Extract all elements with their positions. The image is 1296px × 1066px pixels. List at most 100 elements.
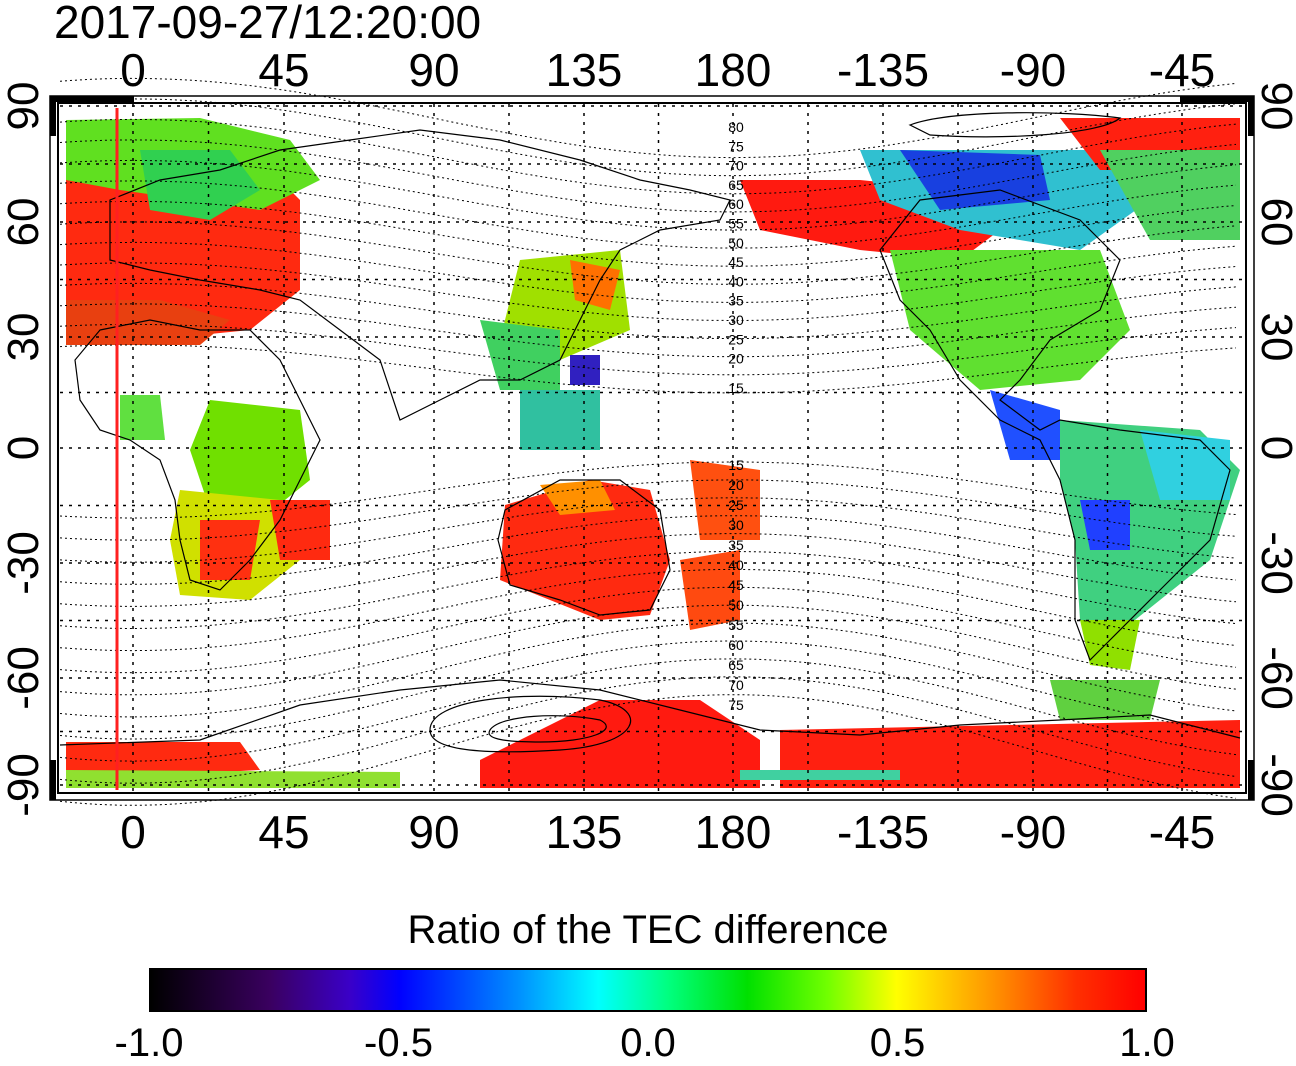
lon-tick-top: 135 xyxy=(546,44,623,96)
mlat-label-north: 15 xyxy=(728,380,744,396)
lat-tick-left: -60 xyxy=(0,646,48,710)
patch-africa-west xyxy=(120,395,165,440)
lat-tick-left: -90 xyxy=(0,753,48,817)
mlat-label-south: 40 xyxy=(728,557,744,573)
patch-antarctica-cyan xyxy=(740,770,900,780)
lon-tick-bottom: -135 xyxy=(837,806,929,858)
patch-scandinavia xyxy=(140,150,260,220)
patch-sea xyxy=(520,390,600,450)
lon-tick-bottom: -45 xyxy=(1149,806,1215,858)
colorbar-tick-label: 0.5 xyxy=(869,1021,926,1065)
mlat-label-south: 60 xyxy=(728,637,744,653)
lon-tick-top: 45 xyxy=(258,44,309,96)
mlat-labels: 80 75 70 65 60 55 50 45 40 35 30 25 20 15 15 20 25 30 35 40… xyxy=(728,119,744,713)
mlat-label-south: 35 xyxy=(728,537,744,553)
mlat-label-south: 30 xyxy=(728,517,744,533)
mlat-label-north: 60 xyxy=(728,196,744,212)
tec-data-patches xyxy=(66,118,1240,788)
magnetic-latitude-contours xyxy=(59,77,1237,806)
patch-greenland xyxy=(1100,150,1240,240)
lat-tick-right: -60 xyxy=(1252,646,1296,710)
patch-australia-north xyxy=(540,480,615,515)
lon-tick-top: -135 xyxy=(837,44,929,96)
lon-tick-bottom: 90 xyxy=(408,806,459,858)
patch-pacific-islands xyxy=(690,460,760,540)
patch-med xyxy=(66,300,230,345)
lat-tick-right: 60 xyxy=(1252,198,1296,247)
lon-tick-bottom: 180 xyxy=(695,806,772,858)
frame-bar-right-top xyxy=(1248,96,1254,136)
mlat-label-north: 25 xyxy=(728,331,744,347)
lat-tick-right: -90 xyxy=(1252,753,1296,817)
patch-antarctica-green xyxy=(1050,680,1160,720)
lon-tick-bottom: 0 xyxy=(120,806,146,858)
patch-central-america xyxy=(990,390,1060,460)
mlat-label-north: 65 xyxy=(728,177,744,193)
lat-tick-left: 60 xyxy=(0,198,48,247)
mlat-label-north: 45 xyxy=(728,254,744,270)
mlat-label-south: 75 xyxy=(728,697,744,713)
mlat-label-north: 35 xyxy=(728,293,744,309)
patch-madagascar xyxy=(270,500,330,560)
mlat-label-south: 70 xyxy=(728,677,744,693)
mlat-label-north: 30 xyxy=(728,312,744,328)
mlat-label-north: 75 xyxy=(728,138,744,154)
mlat-label-north: 70 xyxy=(728,158,744,174)
mlat-label-south: 25 xyxy=(728,497,744,513)
lat-tick-right: 30 xyxy=(1252,313,1296,362)
lon-tick-top: -90 xyxy=(1000,44,1066,96)
lon-tick-top: 180 xyxy=(695,44,772,96)
frame-bar-right-bot xyxy=(1248,760,1254,800)
lon-ticks-top: 0 45 90 135 180 -135 -90 -45 xyxy=(120,44,1215,96)
colorbar-tick-label: -0.5 xyxy=(364,1021,433,1065)
patch-japan-red xyxy=(570,260,620,310)
timestamp-title: 2017-09-27/12:20:00 xyxy=(54,0,482,48)
patch-philippines xyxy=(570,355,600,385)
mlat-label-north: 40 xyxy=(728,273,744,289)
lat-tick-left: 90 xyxy=(0,82,48,131)
patch-patagonia xyxy=(1080,620,1140,670)
patch-antarctica-east xyxy=(480,700,760,788)
lat-tick-right: 90 xyxy=(1252,82,1296,131)
map-outer-frame xyxy=(49,95,1255,801)
mlat-label-north: 80 xyxy=(728,119,744,135)
frame-bar-top-left xyxy=(50,96,134,102)
colorbar xyxy=(149,968,1147,1012)
patch-antarctica-band xyxy=(66,770,400,788)
tec-map: 0 45 90 135 180 -135 -90 -45 0 45 90 135 180 -135 -90… xyxy=(0,44,1296,858)
mlat-label-south: 20 xyxy=(728,477,744,493)
coastlines xyxy=(59,112,1241,753)
lat-ticks-left: 90 60 30 0 -30 -60 -90 xyxy=(0,82,48,817)
colorbar-tick-label: -1.0 xyxy=(114,1021,184,1065)
colorbar-tick-label: 1.0 xyxy=(1119,1021,1175,1065)
lat-tick-left: 30 xyxy=(0,313,48,362)
lon-tick-bottom: -90 xyxy=(1000,806,1066,858)
lat-tick-right: 0 xyxy=(1252,436,1296,460)
lon-ticks-bottom: 0 45 90 135 180 -135 -90 -45 xyxy=(120,806,1215,858)
lat-lon-grid xyxy=(60,104,1244,792)
mlat-label-south: 65 xyxy=(728,657,744,673)
lat-tick-right: -30 xyxy=(1252,531,1296,595)
mlat-label-north: 50 xyxy=(728,235,744,251)
lon-tick-top: -45 xyxy=(1149,44,1215,96)
lat-tick-left: 0 xyxy=(0,436,48,460)
patch-australia xyxy=(500,480,670,620)
lon-tick-bottom: 135 xyxy=(546,806,623,858)
mlat-label-north: 55 xyxy=(728,216,744,232)
frame-bar-left-top xyxy=(50,96,56,136)
colorbar-tick-label: 0.0 xyxy=(620,1021,676,1065)
mlat-label-south: 55 xyxy=(728,617,744,633)
patch-africa-east xyxy=(190,400,310,520)
frame-bar-left-bot xyxy=(50,760,56,800)
lat-ticks-right: 90 60 30 0 -30 -60 -90 xyxy=(1252,82,1296,817)
colorbar-title: Ratio of the TEC difference xyxy=(407,908,889,952)
patch-usa xyxy=(890,250,1130,390)
lat-tick-left: -30 xyxy=(0,531,48,595)
mlat-label-south: 15 xyxy=(728,457,744,473)
map-frame xyxy=(57,102,1247,794)
mlat-label-north: 20 xyxy=(728,351,744,367)
lon-tick-top: 90 xyxy=(408,44,459,96)
mlat-label-south: 45 xyxy=(728,577,744,593)
frame-bar-top-right xyxy=(1180,96,1254,102)
lon-tick-top: 0 xyxy=(120,44,146,96)
